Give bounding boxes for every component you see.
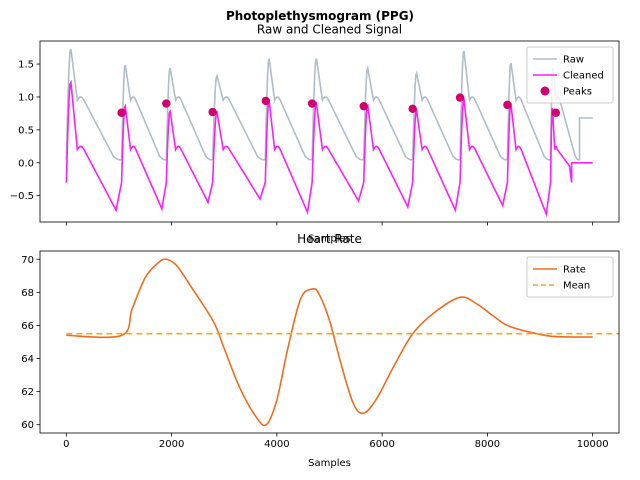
legend-frame	[526, 256, 614, 298]
peak-marker	[455, 93, 465, 102]
peak-marker	[359, 101, 368, 111]
heart-rate-legend: Rate Mean	[526, 256, 614, 298]
heart-rate-ytick-label: 70	[21, 255, 34, 266]
legend-label-mean: Mean	[563, 281, 590, 292]
raw-cleaned-xlabel: Samples	[308, 234, 351, 245]
heart-rate-ytick-label: 66	[21, 321, 34, 332]
raw-series-line	[65, 48, 593, 161]
raw-cleaned-subplot: Raw and Cleaned Signal −0.50.00.51.01.5 …	[10, 23, 620, 245]
peak-marker	[117, 108, 126, 117]
legend-label-rate: Rate	[563, 265, 586, 276]
peak-marker	[551, 108, 561, 117]
heart-rate-subplot: Heart Rate 0 2000 4000 6000 8000 10000 60 62 64 6…	[21, 232, 620, 469]
peak-marker	[162, 99, 171, 108]
peak-marker	[261, 96, 271, 106]
figure-suptitle: Photoplethysmogram (PPG)	[226, 9, 414, 23]
peak-marker	[307, 99, 317, 108]
legend-swatch-peaks	[540, 86, 550, 96]
cleaned-series-line	[65, 79, 593, 218]
rate-series-line	[66, 258, 593, 427]
legend-label-raw: Raw	[563, 55, 584, 66]
raw-cleaned-legend: Raw Cleaned Peaks	[526, 46, 614, 104]
peak-marker	[408, 104, 417, 113]
heart-rate-ytick-label: 68	[21, 288, 34, 299]
heart-rate-xtick-label: 8000	[475, 439, 500, 450]
heart-rate-title: Heart Rate	[297, 232, 362, 246]
raw-cleaned-ytick-label: 0.5	[18, 125, 34, 136]
raw-cleaned-ytick-label: −0.5	[10, 191, 34, 202]
heart-rate-xlabel: Samples	[308, 458, 351, 469]
heart-rate-ytick-label: 60	[21, 420, 34, 431]
legend-label-peaks: Peaks	[563, 87, 592, 98]
peak-marker	[208, 107, 217, 117]
peak-marker	[503, 100, 512, 110]
heart-rate-xtick-label: 0	[63, 439, 69, 450]
raw-cleaned-axes-frame	[39, 40, 620, 223]
heart-rate-xtick-label: 10000	[577, 439, 609, 450]
heart-rate-xtick-label: 2000	[159, 439, 184, 450]
heart-rate-xtick-label: 4000	[264, 439, 289, 450]
raw-cleaned-title: Raw and Cleaned Signal	[257, 23, 402, 37]
raw-cleaned-ytick-label: 0.0	[18, 158, 34, 169]
raw-cleaned-ytick-label: 1.0	[18, 92, 34, 103]
heart-rate-axes-frame	[39, 250, 620, 434]
legend-label-cleaned: Cleaned	[563, 71, 604, 82]
heart-rate-ytick-label: 62	[21, 387, 34, 398]
heart-rate-ytick-label: 64	[21, 354, 34, 365]
heart-rate-xtick-label: 6000	[369, 439, 394, 450]
raw-cleaned-ytick-label: 1.5	[18, 60, 34, 71]
